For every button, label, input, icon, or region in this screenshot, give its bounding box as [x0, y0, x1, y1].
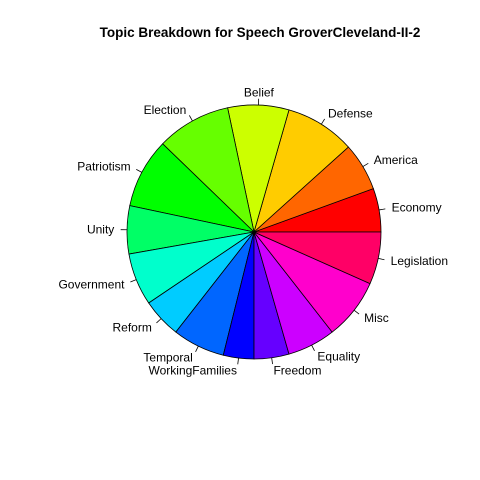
label-tick-government [130, 279, 137, 283]
label-tick-freedom [271, 357, 273, 365]
label-tick-reform [156, 318, 162, 324]
slice-label-election: Election [144, 103, 187, 117]
slice-label-legislation: Legislation [391, 254, 448, 268]
label-tick-equality [311, 344, 315, 351]
label-tick-misc [353, 309, 360, 315]
slice-label-government: Government [58, 277, 125, 291]
slice-label-america: America [374, 153, 418, 167]
label-tick-economy [379, 208, 386, 211]
slice-label-misc: Misc [364, 311, 389, 325]
label-tick-patriotism [136, 169, 143, 173]
slice-label-freedom: Freedom [273, 363, 321, 377]
label-tick-temporal [195, 345, 199, 353]
slice-label-belief: Belief [244, 85, 275, 99]
slice-label-reform: Reform [112, 320, 151, 334]
label-tick-election [189, 115, 193, 122]
slice-label-patriotism: Patriotism [77, 159, 130, 173]
slice-label-defense: Defense [328, 107, 373, 121]
pie-slice-election [162, 107, 255, 234]
label-tick-legislation [378, 258, 385, 261]
slice-labels: Economy America Defense Belief Election Patri… [58, 85, 448, 377]
slice-label-temporal: Temporal [143, 351, 192, 365]
chart-title: Topic Breakdown for Speech GroverClevela… [100, 25, 421, 40]
slice-label-workingfamilies: WorkingFamilies [149, 364, 237, 378]
label-tick-america [362, 162, 369, 167]
slice-label-unity: Unity [87, 223, 114, 237]
label-tick-defense [320, 118, 326, 125]
slice-label-equality: Equality [317, 349, 360, 363]
label-tick-workingfamilies [237, 358, 239, 365]
pie-slice-legislation [253, 231, 382, 285]
pie-slices [126, 104, 382, 360]
slice-label-economy: Economy [392, 201, 442, 215]
label-ticks [120, 98, 386, 365]
